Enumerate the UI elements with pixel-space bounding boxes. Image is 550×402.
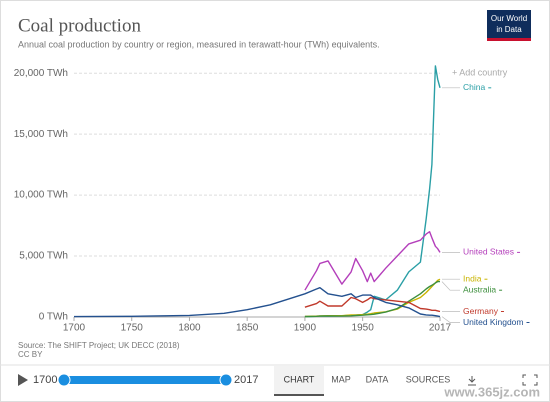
- tab[interactable]: MAP: [331, 374, 351, 384]
- logo-text: in Data: [496, 25, 522, 34]
- logo-stripe: [487, 38, 531, 41]
- x-tick-label: 1850: [236, 323, 259, 334]
- chart-subtitle: Annual coal production by country or reg…: [18, 39, 380, 49]
- x-tick-label: 1750: [121, 323, 144, 334]
- legend-label: China: [463, 82, 485, 92]
- series-line: [304, 296, 441, 313]
- x-tick-label: 1700: [63, 323, 86, 334]
- tab[interactable]: CHART: [284, 374, 315, 384]
- legend-label: Australia: [463, 284, 496, 294]
- slider-handle[interactable]: [57, 373, 71, 387]
- watermark: www.365jz.com: [443, 384, 540, 399]
- add-country[interactable]: + Add country: [452, 67, 508, 77]
- x-tick-label: 1950: [352, 323, 375, 334]
- fullscreen-icon[interactable]: [522, 374, 538, 386]
- start-year: 1700: [33, 374, 57, 386]
- logo-text: Our World: [491, 14, 527, 23]
- y-tick-label: 20,000 TWh: [14, 68, 68, 79]
- label-connector: [441, 316, 460, 323]
- tab[interactable]: SOURCES: [406, 374, 451, 384]
- license: CC BY: [18, 350, 43, 359]
- legend-label: United Kingdom: [463, 317, 523, 327]
- series-line: [304, 280, 440, 318]
- legend-label: India: [463, 273, 482, 283]
- label-connector: [441, 281, 460, 291]
- series-line: [304, 231, 441, 291]
- x-tick-label: 1800: [178, 323, 201, 334]
- y-tick-label: 10,000 TWh: [14, 190, 68, 201]
- chart-title: Coal production: [18, 15, 141, 36]
- x-tick-label: 1900: [294, 323, 317, 334]
- y-tick-label: 15,000 TWh: [14, 129, 68, 140]
- y-tick-label: 0 TWh: [39, 312, 68, 323]
- slider-handle[interactable]: [219, 373, 233, 387]
- logo-box: [487, 10, 531, 41]
- time-slider[interactable]: [62, 376, 228, 384]
- play-button[interactable]: [18, 374, 28, 386]
- series-line: [73, 287, 441, 318]
- active-tab: [274, 366, 324, 396]
- y-tick-label: 5,000 TWh: [19, 251, 68, 262]
- source: Source: The SHIFT Project; UK DECC (2018…: [18, 341, 180, 350]
- download-icon[interactable]: [468, 376, 476, 386]
- legend-label: Germany: [463, 306, 499, 316]
- tab[interactable]: DATA: [366, 374, 389, 384]
- legend-label: United States: [463, 247, 514, 257]
- end-year: 2017: [234, 374, 258, 386]
- x-tick-label: 2017: [429, 323, 452, 334]
